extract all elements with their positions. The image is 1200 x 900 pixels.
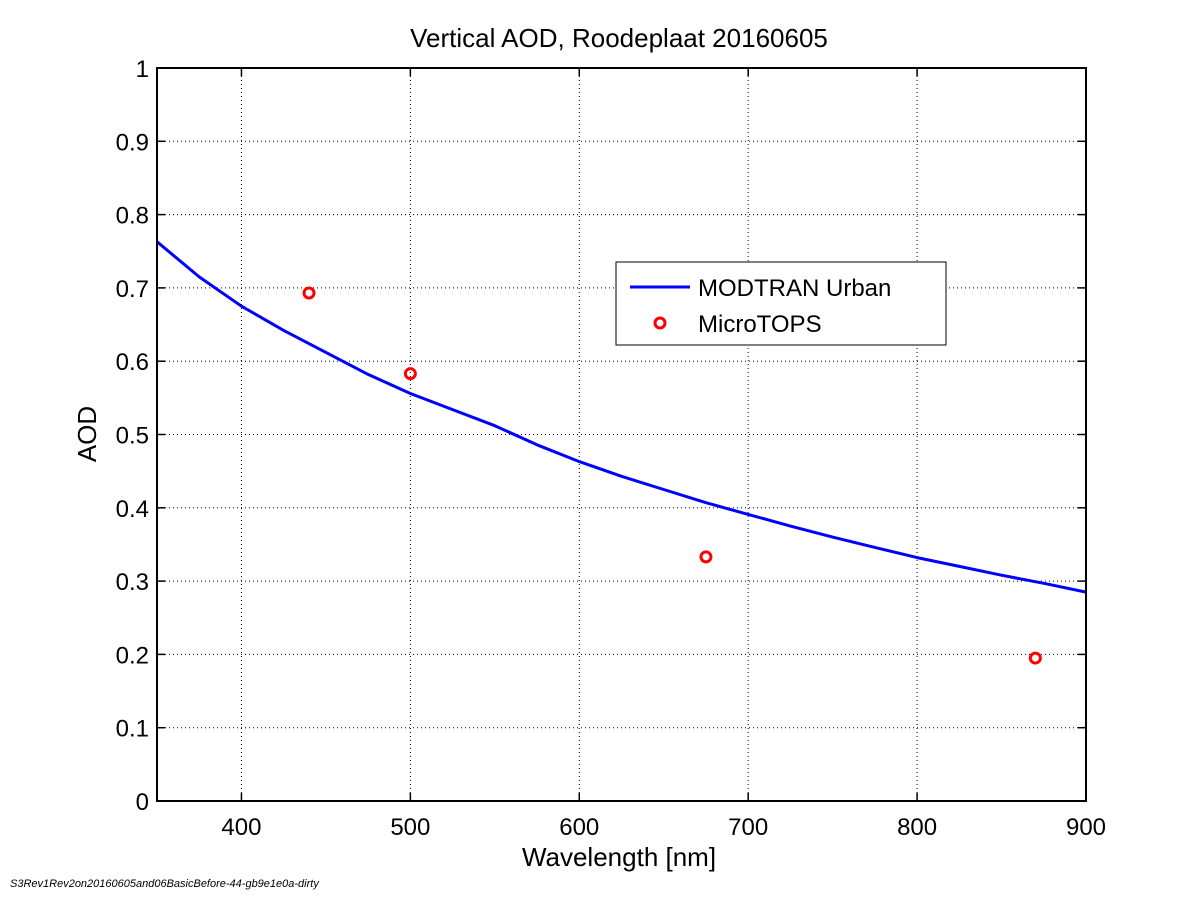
y-tick-label: 0.5 bbox=[116, 423, 149, 450]
series-group bbox=[156, 240, 1087, 665]
microtops-point bbox=[403, 367, 417, 381]
legend-marker-swatch bbox=[653, 316, 667, 330]
y-tick-label: 0.7 bbox=[116, 276, 149, 303]
y-tick-label: 0.2 bbox=[116, 642, 149, 669]
y-axis-label: AOD bbox=[72, 406, 102, 462]
x-tick-label: 900 bbox=[1066, 814, 1106, 841]
microtops-point bbox=[1028, 651, 1042, 665]
y-tick-label: 0.1 bbox=[116, 716, 149, 743]
y-tick-label: 0 bbox=[136, 789, 149, 816]
y-tick-label: 0.3 bbox=[116, 569, 149, 596]
y-tick-label: 0.6 bbox=[116, 349, 149, 376]
y-tick-label: 0.8 bbox=[116, 203, 149, 230]
microtops-point bbox=[699, 550, 713, 564]
microtops-point bbox=[302, 286, 316, 300]
y-tick-label: 0.9 bbox=[116, 129, 149, 156]
x-axis-label: Wavelength [nm] bbox=[522, 842, 716, 872]
x-tick-label: 700 bbox=[728, 814, 768, 841]
tick-labels: 400 500 600 700 800 900 0 0.1 0.2 0.3 0.4 0.5 0.6 0.7… bbox=[116, 56, 1106, 841]
ticks bbox=[157, 67, 1087, 802]
modtran-urban-line bbox=[156, 240, 1087, 594]
y-tick-label: 0.4 bbox=[116, 496, 149, 523]
legend: MODTRAN Urban MicroTOPS bbox=[615, 261, 947, 346]
legend-label-microtops: MicroTOPS bbox=[698, 311, 822, 338]
x-tick-label: 800 bbox=[897, 814, 937, 841]
footer-version-text: S3Rev1Rev2on20160605and06BasicBefore-44-… bbox=[10, 878, 320, 890]
plot-area bbox=[156, 67, 1087, 802]
x-tick-label: 600 bbox=[559, 814, 599, 841]
y-tick-label: 1 bbox=[136, 56, 149, 83]
x-tick-label: 500 bbox=[390, 814, 430, 841]
x-tick-label: 400 bbox=[221, 814, 261, 841]
legend-label-modtran: MODTRAN Urban bbox=[698, 275, 891, 302]
chart-title: Vertical AOD, Roodeplaat 20160605 bbox=[410, 23, 828, 53]
legend-box bbox=[615, 261, 947, 346]
